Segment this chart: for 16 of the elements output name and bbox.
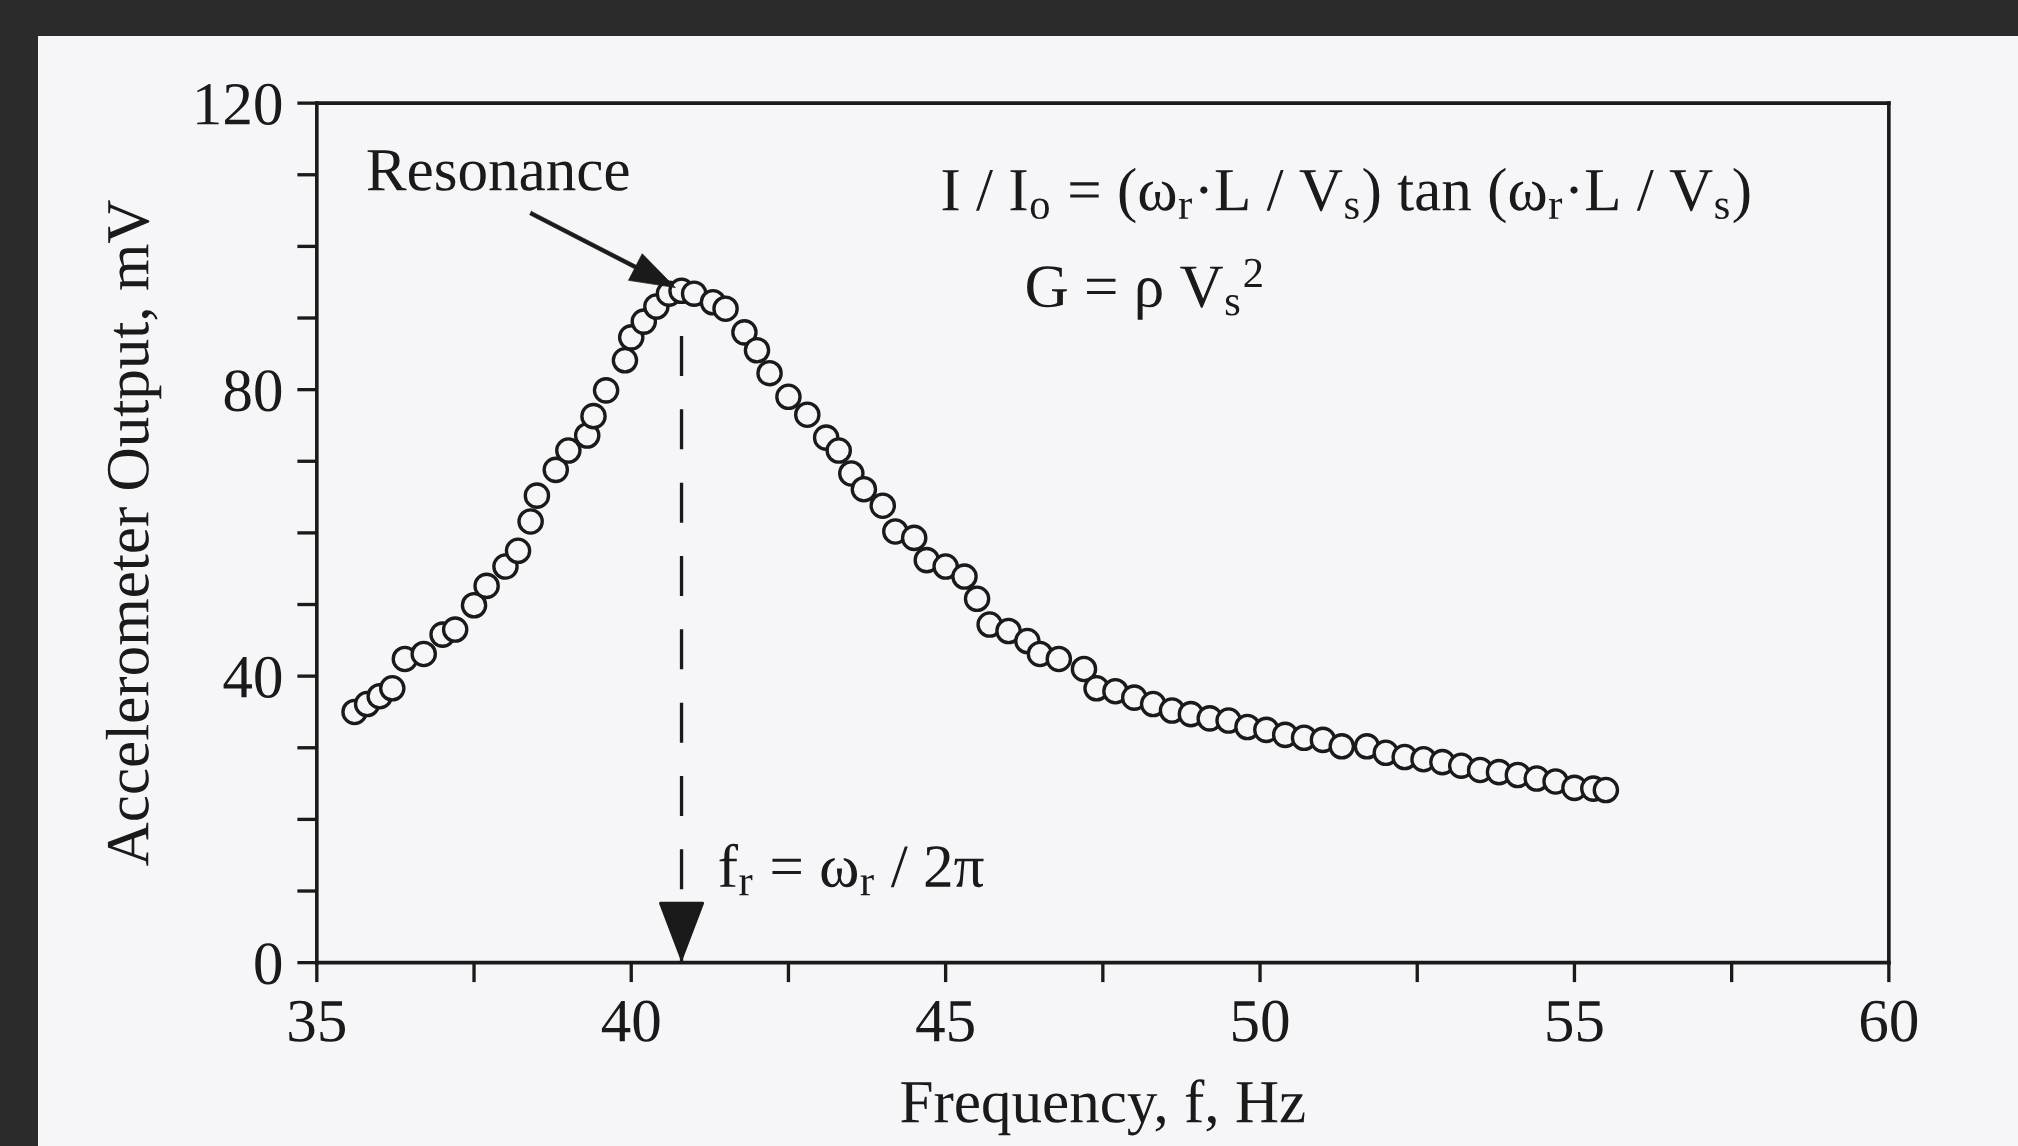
x-tick-label: 35 <box>289 1000 345 1042</box>
y-tick-label: 40 <box>223 656 282 698</box>
x-tick-label: 45 <box>916 1000 974 1042</box>
annotation: Resonance <box>367 150 629 191</box>
x-tick-label: 55 <box>1547 1001 1603 1042</box>
y-tick-label: 80 <box>224 370 282 412</box>
text: I / I$_{o}$ = (ω$_{r}$·L / V$_{s}$) tan (ω$_{r}$·L / V$_{s}$) <box>942 167 1750 224</box>
annotation: G = ρ V$_{s}$$^{2}$ <box>1027 258 1262 320</box>
y-axis-title: Accelerometer Output, mV <box>105 200 162 866</box>
y-tick-label: 0 <box>255 943 282 985</box>
x-tick-label: 40 <box>601 1000 660 1042</box>
ref-line-label: f$_{r}$ = ω$_{r}$ / 2π <box>719 843 984 896</box>
x-tick-label: 50 <box>1233 1000 1289 1042</box>
x-axis-title: Frequency, f, Hz <box>901 1079 1305 1136</box>
y-tick-label: 120 <box>197 83 282 125</box>
x-tick-label: 60 <box>1860 1000 1918 1042</box>
